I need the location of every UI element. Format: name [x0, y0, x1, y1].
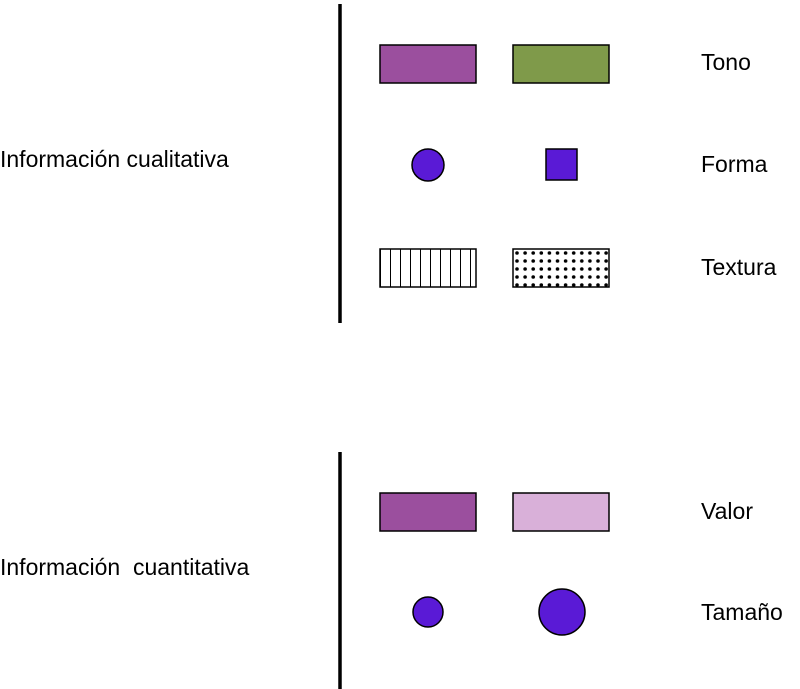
group-qualitative: Información cualitativa Tono Forma Textu…	[0, 4, 777, 323]
group-quantitative: Información cuantitativa Valor Tamaño	[0, 452, 783, 689]
row-tamano: Tamaño	[412, 588, 783, 636]
forma-circle-icon	[411, 148, 445, 182]
row-label-tamano: Tamaño	[701, 599, 783, 625]
row-forma: Forma	[411, 148, 768, 182]
tono-swatch-purple	[379, 44, 477, 84]
row-tono: Tono	[379, 44, 751, 84]
textura-stripes-swatch	[379, 248, 477, 288]
row-textura: Textura	[379, 248, 777, 288]
valor-swatch-dark	[379, 492, 477, 532]
row-label-forma: Forma	[701, 151, 768, 177]
forma-square-icon	[545, 148, 578, 181]
tamano-small-circle-icon	[412, 596, 444, 628]
group-label-quantitative: Información cuantitativa	[0, 554, 250, 580]
valor-swatch-light	[512, 492, 610, 532]
row-label-valor: Valor	[701, 498, 753, 524]
row-label-tono: Tono	[701, 49, 751, 75]
row-valor: Valor	[379, 492, 753, 532]
tamano-large-circle-icon	[538, 588, 586, 636]
tono-swatch-green	[512, 44, 610, 84]
group-label-qualitative: Información cualitativa	[0, 146, 229, 172]
row-label-textura: Textura	[701, 254, 777, 280]
textura-dots-swatch	[512, 248, 610, 288]
